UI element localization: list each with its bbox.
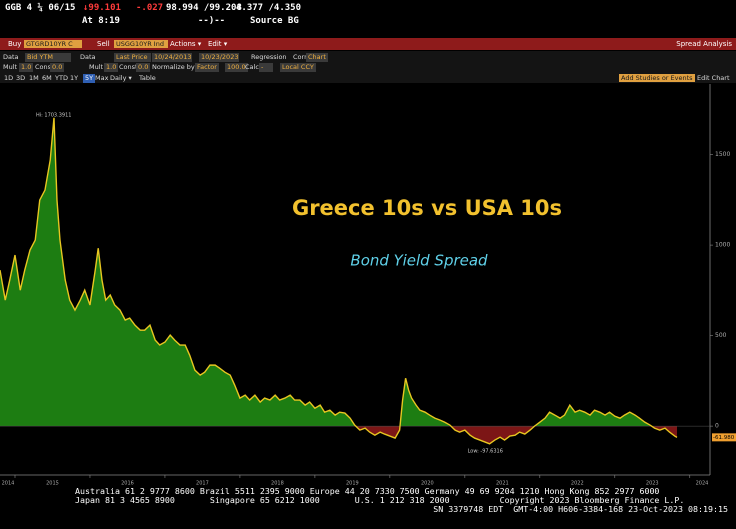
- chart-subtitle: Bond Yield Spread: [350, 252, 488, 270]
- low-label: Low: -97.6316: [468, 448, 503, 454]
- corr-label: Corr: [293, 53, 307, 61]
- regression-checkbox[interactable]: Regression: [251, 53, 287, 61]
- mult-input[interactable]: 1.0: [104, 63, 119, 72]
- function-name: Spread Analysis: [676, 40, 732, 48]
- action-bar: [0, 38, 736, 50]
- period-button[interactable]: 1Y: [70, 74, 79, 82]
- source: Source BG: [250, 16, 299, 26]
- area-below: [0, 426, 678, 444]
- edit-chart-button[interactable]: Edit Chart: [697, 74, 730, 82]
- period-button[interactable]: 5Y: [83, 74, 96, 83]
- x-tick-label: 2019: [346, 481, 359, 487]
- chart: Greece 10s vs USA 10s Bond Yield Spread …: [0, 84, 736, 486]
- mult-label: Mult: [89, 63, 104, 71]
- chart-title: Greece 10s vs USA 10s: [292, 196, 562, 220]
- bid-ask: 98.994 /99.208: [166, 3, 242, 13]
- data-label: Data: [80, 53, 96, 61]
- x-tick-label: 2016: [121, 481, 134, 487]
- frequency-select[interactable]: Daily ▾: [110, 74, 132, 82]
- yields: 4.377 /4.350: [236, 3, 302, 13]
- footer-line: Japan 81 3 4565 8900 Singapore 65 6212 1…: [75, 495, 685, 505]
- x-tick-label: 2024: [696, 481, 709, 487]
- data-label: Data: [3, 53, 19, 61]
- x-tick-label: 2020: [421, 481, 434, 487]
- spread-line: [0, 117, 678, 445]
- x-tick-label: 2015: [46, 481, 59, 487]
- sell-label: Sell: [97, 40, 110, 48]
- change: -.027: [136, 3, 164, 13]
- ccy-select[interactable]: Local CCY: [280, 63, 316, 72]
- sell-ticker-input[interactable]: USGG10YR Ind: [114, 39, 168, 48]
- period-button[interactable]: 1M: [29, 74, 39, 82]
- mult-input[interactable]: 1.0: [19, 63, 34, 72]
- calc-label: Calc: [245, 63, 259, 71]
- x-tick-label: 2014: [2, 481, 15, 487]
- normalize-select[interactable]: Factor: [195, 63, 219, 72]
- y-tick-label: 500: [715, 332, 727, 339]
- area-above: [0, 117, 678, 427]
- start-date[interactable]: 10/24/2013: [152, 53, 192, 62]
- table-button[interactable]: Table: [139, 74, 156, 82]
- last-value-box: [712, 433, 736, 442]
- const-label: Const: [35, 63, 54, 71]
- data-select[interactable]: Last Price: [114, 53, 151, 62]
- time: At 8:19: [82, 16, 120, 26]
- y-tick-label: 0: [715, 423, 719, 430]
- data-select[interactable]: Bid YTM: [25, 53, 71, 62]
- period-button[interactable]: Max: [95, 74, 109, 82]
- footer-line: Australia 61 2 9777 8600 Brazil 5511 239…: [75, 486, 660, 496]
- hi-label: Hi: 1703.3911: [36, 112, 71, 118]
- buy-ticker-input[interactable]: GTGRD10YR C: [24, 39, 82, 48]
- y-tick-label: 1500: [715, 151, 730, 158]
- calc-select[interactable]: -: [259, 63, 273, 72]
- last-value-label: -61.980: [713, 435, 735, 441]
- actions-menu[interactable]: Actions ▾: [170, 40, 202, 48]
- x-tick-label: 2022: [571, 481, 584, 487]
- period-button[interactable]: 1D: [4, 74, 14, 82]
- footer-line: SN 3379748 EDT GMT-4:00 H606-3384-168 23…: [433, 504, 728, 514]
- x-tick-label: 2017: [196, 481, 209, 487]
- security: GGB 4 ¼ 06/15: [5, 3, 76, 13]
- edit-menu[interactable]: Edit ▾: [208, 40, 228, 48]
- const-input[interactable]: 0.0: [50, 63, 65, 72]
- mult-label: Mult: [3, 63, 18, 71]
- x-tick-label: 2021: [496, 481, 509, 487]
- factor-input[interactable]: 100.0: [225, 63, 248, 72]
- buy-label: Buy: [8, 40, 22, 48]
- y-tick-label: 1000: [715, 242, 730, 249]
- x-tick-label: 2023: [646, 481, 659, 487]
- const-input[interactable]: 0.0: [136, 63, 151, 72]
- x-tick-label: 2018: [271, 481, 284, 487]
- status: --)--: [198, 16, 226, 26]
- period-button[interactable]: YTD: [55, 74, 68, 82]
- studies-button[interactable]: Add Studies or Events: [619, 73, 695, 82]
- end-date[interactable]: 10/23/2023: [199, 53, 239, 62]
- period-button[interactable]: 3D: [16, 74, 26, 82]
- chart-select[interactable]: Chart: [306, 53, 328, 62]
- const-label: Const: [119, 63, 138, 71]
- price: ↓99.101: [83, 3, 121, 13]
- normalize-label: Normalize by: [152, 63, 195, 71]
- period-button[interactable]: 6M: [42, 74, 52, 82]
